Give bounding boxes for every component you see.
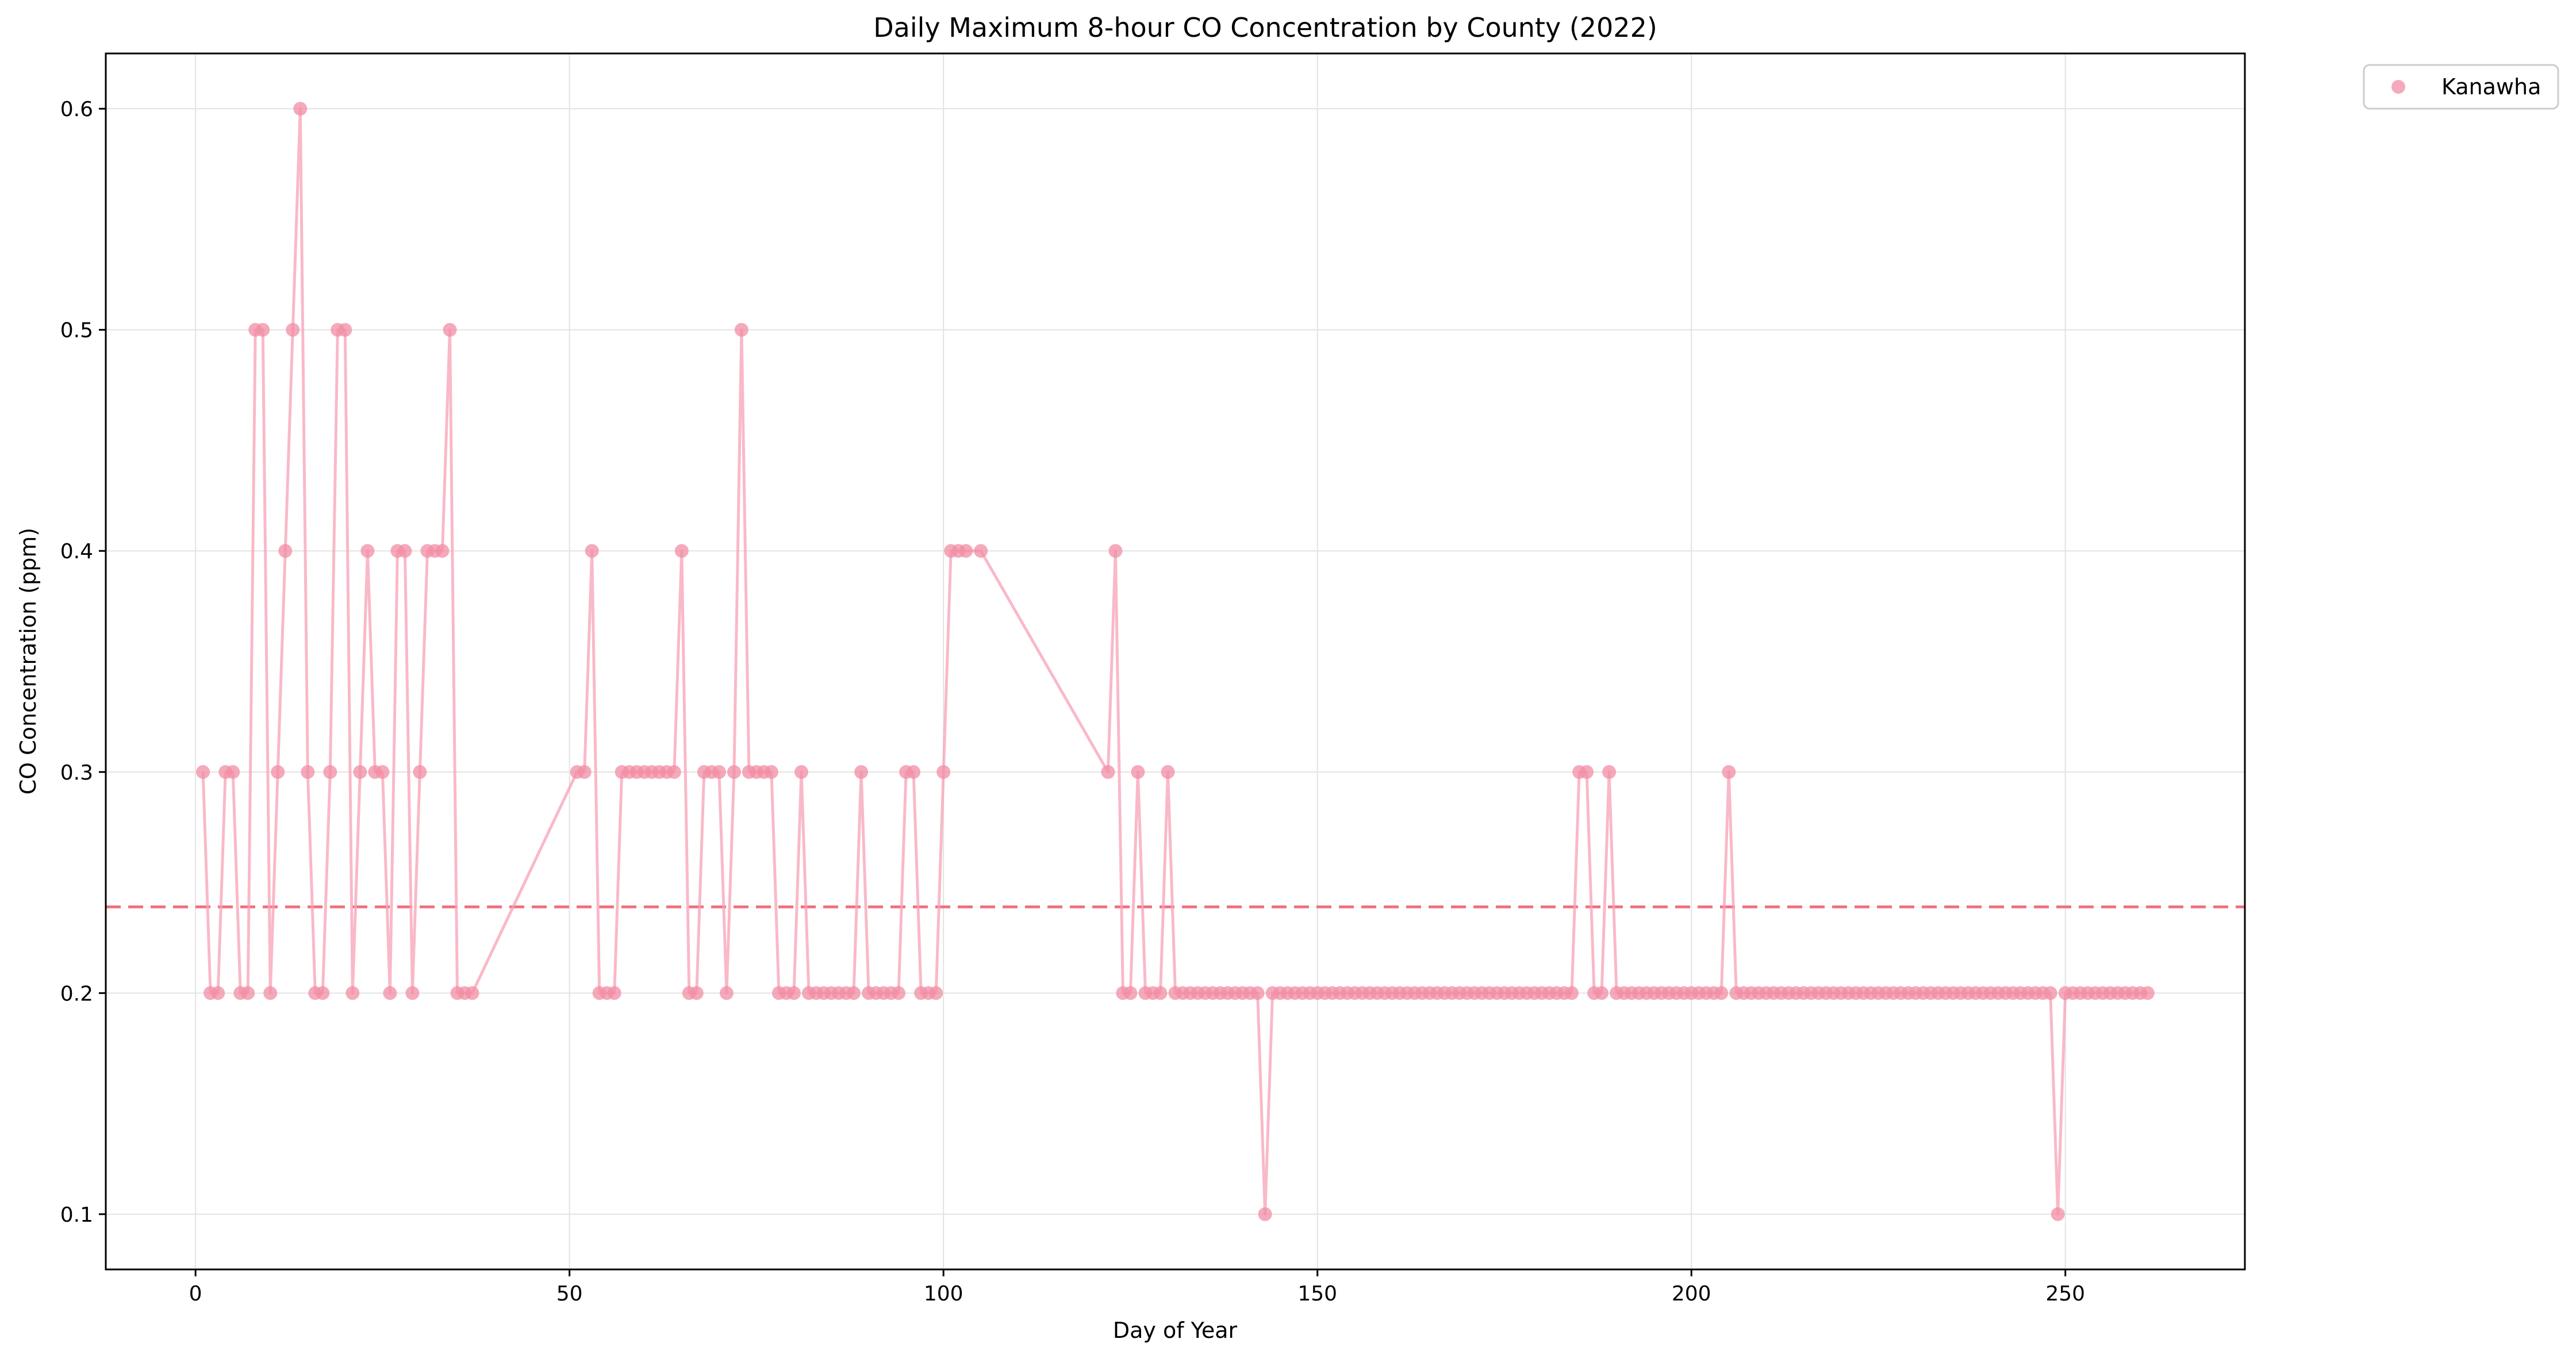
y-tick-label: 0.5 [60, 319, 93, 343]
data-point [226, 765, 240, 779]
data-point [301, 765, 315, 779]
data-point [405, 986, 420, 1000]
data-point [465, 986, 479, 1000]
y-tick-label: 0.4 [60, 540, 93, 563]
data-point [907, 765, 921, 779]
x-tick-label: 250 [2045, 1282, 2085, 1306]
data-point [2140, 986, 2155, 1000]
data-point [847, 986, 861, 1000]
series-plot-area [196, 102, 2155, 1221]
x-tick-label: 0 [189, 1282, 202, 1306]
x-tick-label: 100 [924, 1282, 963, 1306]
y-tick-label: 0.2 [60, 982, 93, 1006]
data-point [607, 986, 621, 1000]
data-point [1153, 986, 1168, 1000]
data-point [959, 544, 973, 558]
data-point [286, 323, 300, 337]
data-point [585, 544, 599, 558]
data-point [719, 986, 734, 1000]
data-point [689, 986, 704, 1000]
data-point [1595, 986, 1609, 1000]
data-point [764, 765, 778, 779]
data-point [323, 765, 337, 779]
x-tick-label: 50 [556, 1282, 583, 1306]
data-point [794, 765, 808, 779]
data-point [196, 765, 210, 779]
legend-box [2363, 64, 2559, 110]
y-tick-label: 0.1 [60, 1203, 93, 1227]
y-tick-label: 0.3 [60, 761, 93, 785]
data-point [211, 986, 225, 1000]
data-point [667, 765, 681, 779]
data-point [854, 765, 869, 779]
data-point [929, 986, 943, 1000]
data-point [1101, 765, 1115, 779]
data-point [712, 765, 726, 779]
data-point [435, 544, 450, 558]
data-point [577, 765, 592, 779]
chart-title: Daily Maximum 8-hour CO Concentration by… [873, 12, 1657, 43]
data-point [1602, 765, 1617, 779]
legend-label: Kanawha [2441, 74, 2541, 99]
y-tick-label: 0.6 [60, 98, 93, 121]
data-point [1714, 986, 1729, 1000]
data-point [383, 986, 397, 1000]
data-point [271, 765, 285, 779]
data-point [1108, 544, 1123, 558]
data-point [293, 102, 308, 116]
legend-marker [2391, 80, 2405, 94]
data-point [345, 986, 360, 1000]
data-point [1580, 765, 1594, 779]
x-tick-label: 150 [1297, 1282, 1337, 1306]
data-point [353, 765, 367, 779]
data-point [892, 986, 906, 1000]
x-tick-label: 200 [1672, 1282, 1711, 1306]
data-point [974, 544, 988, 558]
data-point [360, 544, 375, 558]
data-point [2043, 986, 2057, 1000]
data-point [1258, 1207, 1272, 1221]
data-point [787, 986, 801, 1000]
data-point [278, 544, 293, 558]
data-point [256, 323, 270, 337]
data-point [316, 986, 330, 1000]
data-point [674, 544, 689, 558]
data-point [727, 765, 741, 779]
data-point [443, 323, 457, 337]
y-axis-label: CO Concentration (ppm) [16, 528, 41, 795]
x-axis-ticks: 0 50 100 150 200 250 [189, 1269, 2085, 1306]
data-point [1722, 765, 1736, 779]
plot-frame [105, 52, 2246, 1271]
data-point [2051, 1207, 2065, 1221]
data-point [1250, 986, 1265, 1000]
data-point [1123, 986, 1138, 1000]
data-point [1131, 765, 1145, 779]
data-point [936, 765, 951, 779]
data-point [413, 765, 427, 779]
data-point [734, 323, 748, 337]
data-point [241, 986, 255, 1000]
data-point [338, 323, 352, 337]
legend: Kanawha [2363, 64, 2559, 110]
y-axis-ticks: 0.1 0.2 0.3 0.4 0.5 0.6 [60, 98, 106, 1227]
data-point [1565, 986, 1579, 1000]
x-axis-label: Day of Year [1113, 1318, 1238, 1343]
data-point [1161, 765, 1175, 779]
data-point [398, 544, 412, 558]
gridlines [106, 53, 2245, 1269]
data-point [263, 986, 278, 1000]
data-point [375, 765, 390, 779]
